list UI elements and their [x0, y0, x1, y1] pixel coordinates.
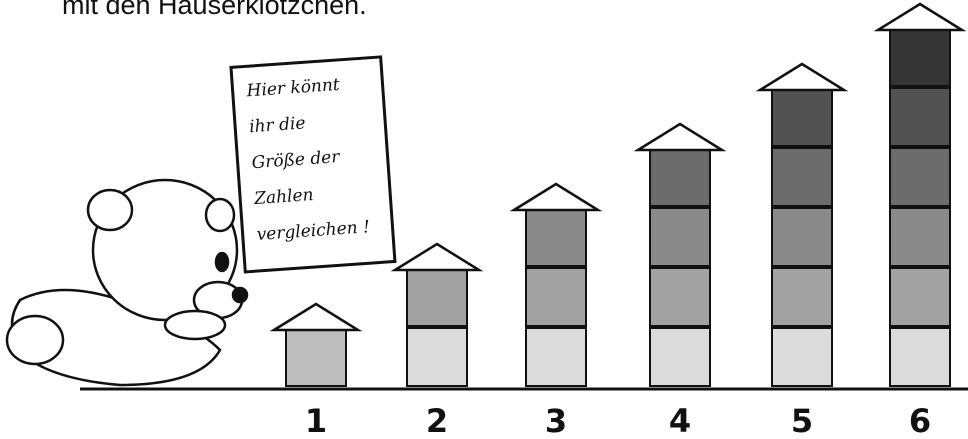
block [890, 148, 950, 206]
block [772, 328, 832, 386]
roof [274, 304, 358, 330]
number-label: 6 [909, 402, 931, 439]
block [890, 88, 950, 146]
block [407, 268, 467, 326]
roof [760, 64, 844, 90]
block [890, 208, 950, 266]
block [526, 208, 586, 266]
roof [878, 4, 962, 30]
roof [514, 184, 598, 210]
block [650, 208, 710, 266]
block [772, 88, 832, 146]
block [407, 328, 467, 386]
block [772, 268, 832, 326]
number-label: 4 [669, 402, 691, 439]
block [772, 148, 832, 206]
number-label: 2 [426, 402, 448, 439]
bear [7, 180, 247, 385]
block [650, 328, 710, 386]
illustration: mit den Häuserklötzchen. Hier könntihr d… [0, 0, 968, 439]
bear-nose [233, 288, 247, 302]
block [526, 268, 586, 326]
bear-ear [88, 190, 132, 230]
block [650, 148, 710, 206]
roof [638, 124, 722, 150]
block [772, 208, 832, 266]
sign-line: ihr die [249, 113, 307, 137]
sign-line: Zahlen [253, 185, 315, 209]
bear-paw [165, 311, 225, 339]
bear-foot [7, 316, 63, 364]
number-label: 3 [545, 402, 567, 439]
roof [395, 244, 479, 270]
block [650, 268, 710, 326]
block [526, 328, 586, 386]
block [890, 328, 950, 386]
bear-ear [206, 199, 234, 231]
bear-eye [216, 253, 228, 271]
header-text: mit den Häuserklötzchen. [62, 0, 367, 20]
block [890, 28, 950, 86]
block [286, 328, 346, 386]
number-label: 1 [305, 402, 327, 439]
number-label: 5 [791, 402, 813, 439]
block [890, 268, 950, 326]
